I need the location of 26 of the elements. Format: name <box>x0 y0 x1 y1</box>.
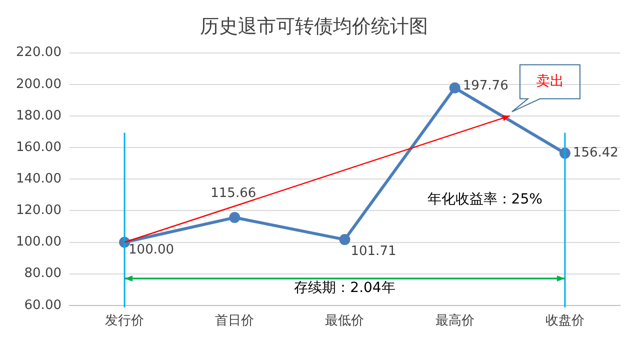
data-label: 115.66 <box>210 186 256 201</box>
data-label: 156.42 <box>572 146 618 161</box>
y-tick-label: 180.00 <box>16 108 62 124</box>
point <box>449 82 460 94</box>
point <box>229 212 240 224</box>
y-tick-label: 120.00 <box>16 203 62 218</box>
x-tick-label: 收盘价 <box>545 314 584 329</box>
x-tick-label: 首日价 <box>215 314 254 329</box>
x-tick-label: 最低价 <box>325 314 364 329</box>
y-tick-label: 160.00 <box>16 140 62 155</box>
ref-line-label: 存续期：2.04年 <box>294 280 396 296</box>
y-tick-label: 200.00 <box>16 76 62 92</box>
annotation: 年化收益率：25% <box>427 191 542 208</box>
y-tick-label: 220.00 <box>16 45 62 60</box>
point <box>339 234 350 246</box>
data-label: 100.00 <box>128 242 174 258</box>
data-label: 101.71 <box>350 244 396 259</box>
y-tick-label: 80.00 <box>24 266 62 282</box>
x-tick-label: 最高价 <box>435 312 474 329</box>
chart-title: 历史退市可转债均价统计图 <box>200 15 428 38</box>
annotation: 卖出 <box>536 73 564 90</box>
y-tick-label: 140.00 <box>16 171 62 186</box>
x-tick-label: 发行价 <box>105 314 144 329</box>
y-tick-label: 60.00 <box>24 298 62 313</box>
data-label: 197.76 <box>462 78 508 94</box>
y-tick-label: 100.00 <box>16 234 62 250</box>
